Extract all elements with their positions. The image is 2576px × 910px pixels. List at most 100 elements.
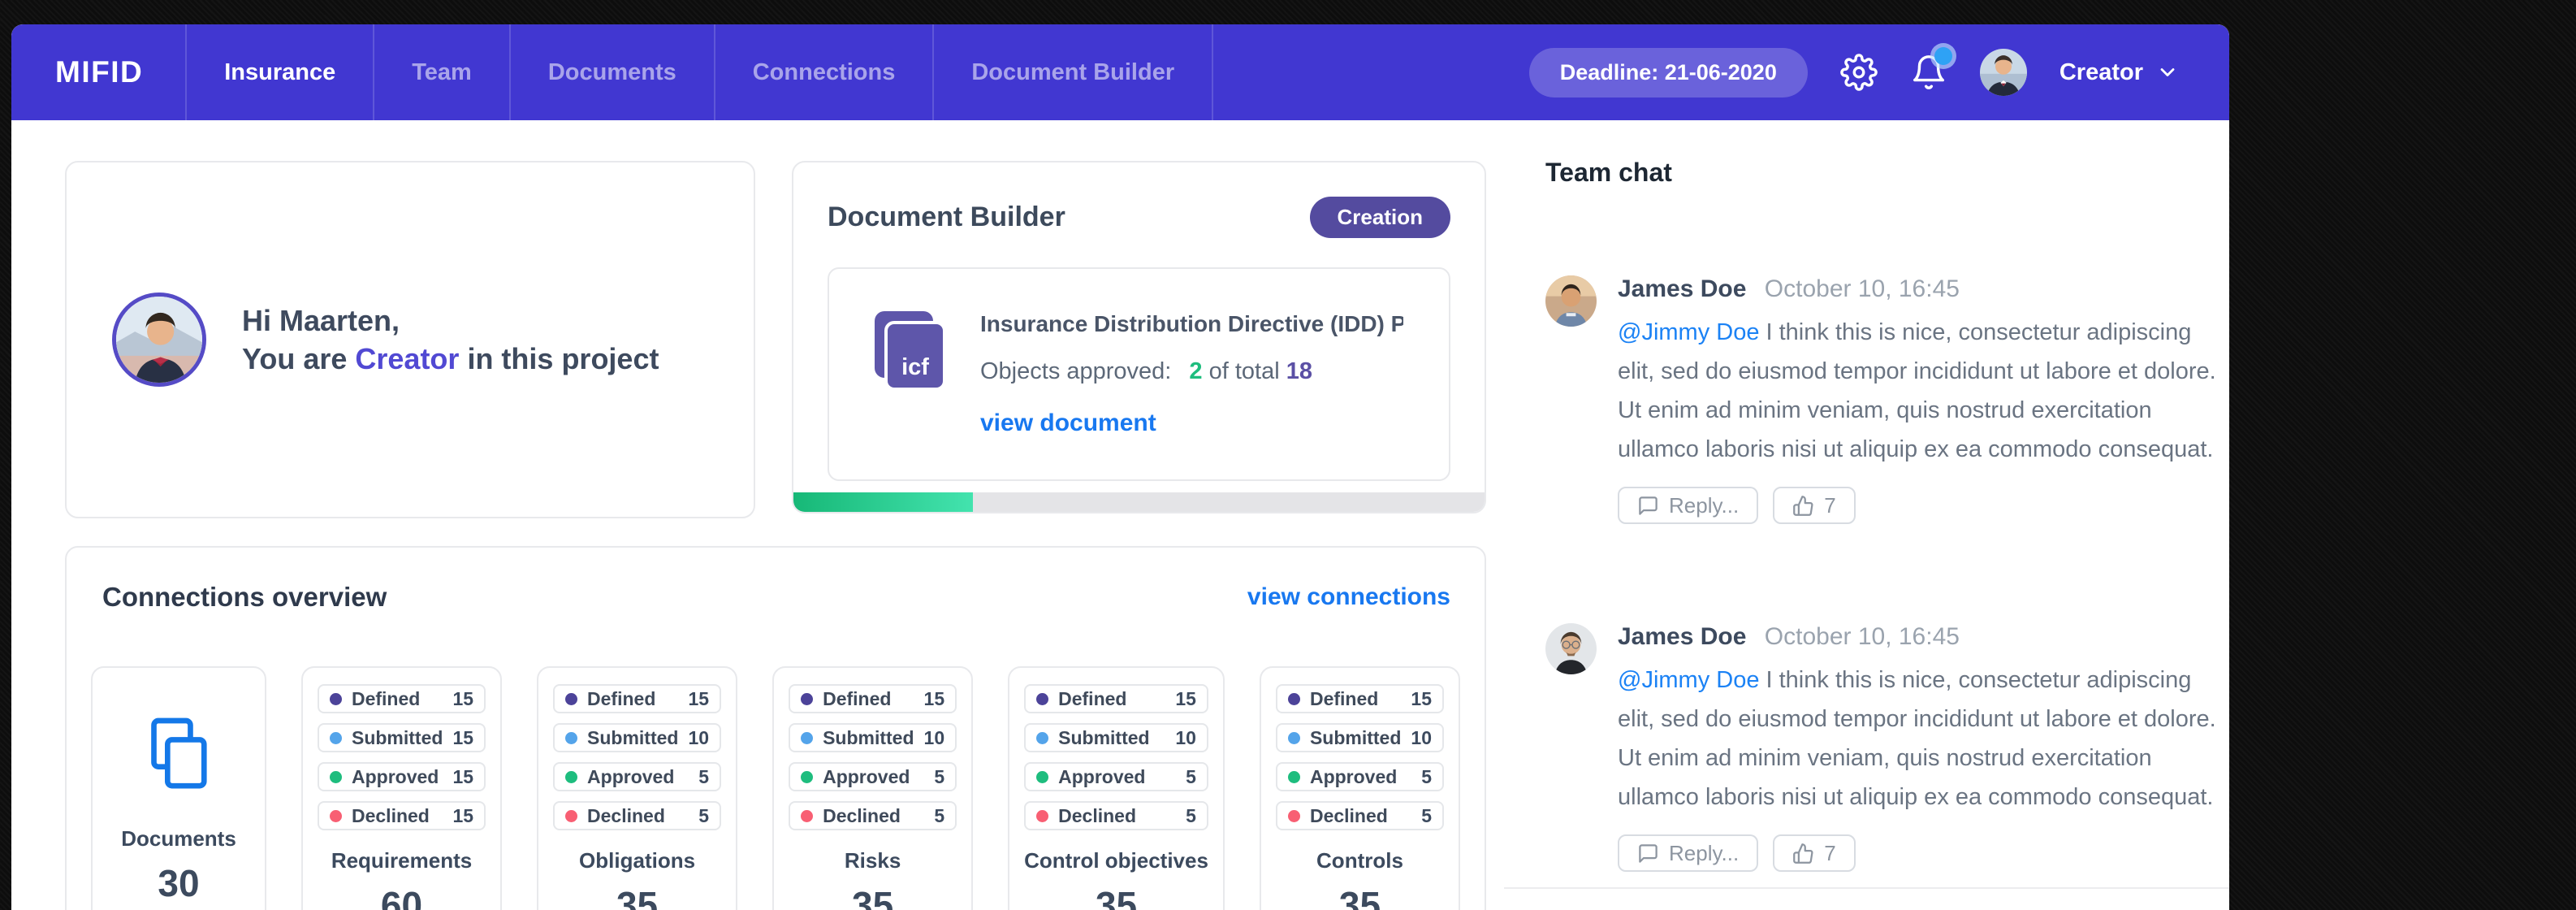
nav-tab-insurance[interactable]: Insurance xyxy=(185,24,373,120)
document-file-icon: icf xyxy=(875,311,946,391)
view-document-link[interactable]: view document xyxy=(980,410,1156,436)
message-timestamp: October 10, 16:45 xyxy=(1764,275,1960,302)
gear-icon[interactable] xyxy=(1840,54,1878,91)
legend-row: Submitted 10 xyxy=(1275,723,1444,752)
legend-row: Approved 5 xyxy=(1275,762,1444,791)
nav-tab-documents[interactable]: Documents xyxy=(508,24,714,120)
nav-tab-connections[interactable]: Connections xyxy=(713,24,933,120)
defined-dot xyxy=(801,692,814,705)
legend-row: Defined 15 xyxy=(553,684,722,713)
stat-label: Controls xyxy=(1316,848,1403,873)
submitted-dot xyxy=(1036,731,1049,744)
message-timestamp: October 10, 16:45 xyxy=(1764,623,1960,650)
stat-total: 35 xyxy=(1095,884,1138,910)
document-progress-fill xyxy=(793,492,974,512)
stat-label: Risks xyxy=(844,848,901,873)
message-author: James Doe xyxy=(1618,275,1747,302)
document-title: Insurance Distribution Directive (IDD) P… xyxy=(980,311,1403,336)
legend-row: Approved 15 xyxy=(317,762,486,791)
reply-bubble-icon xyxy=(1639,843,1658,863)
legend-row: Declined 15 xyxy=(317,801,486,830)
team-chat-panel: Team chat James Doe October 10, 16:45 @J… xyxy=(1504,120,2229,910)
stat-label: Documents xyxy=(121,826,236,851)
legend-row: Approved 5 xyxy=(1024,762,1208,791)
greeting-role: Creator xyxy=(355,342,460,375)
app-logo: MIFID xyxy=(55,55,144,89)
approved-dot xyxy=(565,770,578,783)
avatar xyxy=(112,292,206,387)
document-builder-title: Document Builder xyxy=(828,202,1065,232)
chat-input-divider xyxy=(1504,887,2229,889)
legend-row: Submitted 10 xyxy=(1024,723,1208,752)
thumbs-up-icon xyxy=(1793,495,1813,516)
legend-row: Declined 5 xyxy=(1024,801,1208,830)
main-nav: MIFID Insurance Team Documents Connectio… xyxy=(11,24,2229,120)
chat-message: James Doe October 10, 16:45 @Jimmy Doe I… xyxy=(1545,623,2223,872)
connections-overview-card: Connections overview view connections xyxy=(65,546,1486,910)
stat-label: Control objectives xyxy=(1024,848,1208,873)
creation-status-badge: Creation xyxy=(1309,197,1450,238)
defined-dot xyxy=(1287,692,1300,705)
avatar xyxy=(1545,275,1597,327)
chevron-down-icon xyxy=(2156,61,2179,84)
legend-row: Approved 5 xyxy=(789,762,957,791)
stat-card-obligations: Defined 15 Submitted 10 Approved 5 Declined… xyxy=(537,666,738,910)
total-count: 18 xyxy=(1286,358,1313,384)
reply-button[interactable]: Reply... xyxy=(1618,834,1759,872)
legend-row: Declined 5 xyxy=(789,801,957,830)
stat-card-documents: Documents 30 xyxy=(91,666,266,910)
defined-dot xyxy=(1036,692,1049,705)
submitted-dot xyxy=(565,731,578,744)
legend-row: Defined 15 xyxy=(1024,684,1208,713)
legend-row: Defined 15 xyxy=(317,684,486,713)
like-button[interactable]: 7 xyxy=(1773,834,1856,872)
nav-tab-team[interactable]: Team xyxy=(373,24,509,120)
submitted-dot xyxy=(801,731,814,744)
declined-dot xyxy=(329,809,342,822)
document-progress-bar xyxy=(793,492,1485,512)
legend-row: Approved 5 xyxy=(553,762,722,791)
stat-card-control-objectives: Defined 15 Submitted 10 Approved 5 Declined… xyxy=(1008,666,1225,910)
reply-button[interactable]: Reply... xyxy=(1618,487,1759,524)
like-count: 7 xyxy=(1824,492,1836,518)
greeting-card: Hi Maarten, You are Creator in this proj… xyxy=(65,161,755,518)
legend-row: Declined 5 xyxy=(553,801,722,830)
greeting-line1: Hi Maarten, xyxy=(242,304,400,337)
stat-total: 60 xyxy=(380,884,423,910)
submitted-dot xyxy=(329,731,342,744)
legend-row: Defined 15 xyxy=(789,684,957,713)
mention-link[interactable]: @Jimmy Doe xyxy=(1618,319,1760,345)
legend-row: Submitted 10 xyxy=(553,723,722,752)
mention-link[interactable]: @Jimmy Doe xyxy=(1618,667,1760,693)
declined-dot xyxy=(1287,809,1300,822)
connections-title: Connections overview xyxy=(102,582,387,612)
greeting-line2: You are Creator in this project xyxy=(242,342,659,375)
stat-total: 35 xyxy=(1338,884,1381,910)
role-dropdown[interactable]: Creator xyxy=(2060,59,2179,86)
legend-row: Declined 5 xyxy=(1275,801,1444,830)
stat-total: 30 xyxy=(158,862,200,904)
chat-title: Team chat xyxy=(1545,158,1672,187)
approved-dot xyxy=(801,770,814,783)
approved-dot xyxy=(1036,770,1049,783)
declined-dot xyxy=(565,809,578,822)
main-panel: Hi Maarten, You are Creator in this proj… xyxy=(11,120,1504,910)
notification-dot xyxy=(1934,47,1952,65)
legend-row: Submitted 10 xyxy=(789,723,957,752)
avatar[interactable] xyxy=(1979,49,2027,96)
stat-card-controls: Defined 15 Submitted 10 Approved 5 Declined… xyxy=(1259,666,1460,910)
bell-icon[interactable] xyxy=(1910,47,1952,91)
avatar xyxy=(1545,623,1597,674)
document-item: icf Insurance Distribution Directive (ID… xyxy=(828,267,1450,481)
reply-bubble-icon xyxy=(1639,496,1658,515)
like-button[interactable]: 7 xyxy=(1773,487,1856,524)
submitted-dot xyxy=(1287,731,1300,744)
approved-dot xyxy=(1287,770,1300,783)
like-count: 7 xyxy=(1824,840,1836,865)
legend-row: Submitted 15 xyxy=(317,723,486,752)
declined-dot xyxy=(1036,809,1049,822)
nav-tab-document-builder[interactable]: Document Builder xyxy=(932,24,1214,120)
message-text: @Jimmy Doe I think this is nice, consect… xyxy=(1618,319,2216,462)
view-connections-link[interactable]: view connections xyxy=(1247,583,1450,610)
approved-count: 2 xyxy=(1189,358,1203,384)
